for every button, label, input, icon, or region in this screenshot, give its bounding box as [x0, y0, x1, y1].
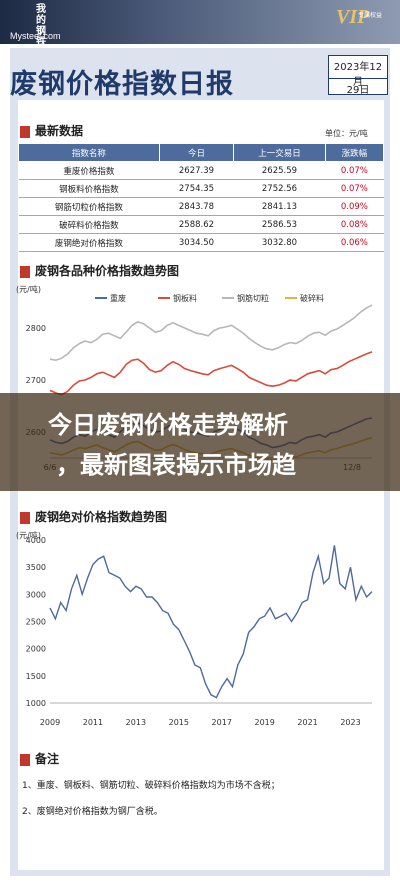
logo-url: Mysteel.com: [10, 31, 61, 41]
latest-unit: 单位：元/吨: [325, 129, 368, 138]
note-item: 2、废钢绝对价格指数为钢厂含税。: [22, 807, 163, 817]
chart1-legend-label: 钢筋切粒: [237, 293, 269, 303]
note-item: 1、重废、钢板料、钢筋切粒、破碎料价格指数均为市场不含税；: [22, 781, 280, 791]
col-header: 今日: [158, 143, 235, 162]
cell-prev: 2841.13: [233, 197, 326, 216]
headline-line-1: 今日废钢价格走势解析: [48, 411, 288, 439]
chart2-x-tick-label: 2017: [212, 718, 232, 727]
cell-name: 钢筋切粒价格指数: [18, 197, 160, 216]
section-marker-icon: [20, 265, 30, 278]
vip-label: VIP: [336, 6, 370, 28]
cell-change: 0.07%: [325, 179, 384, 198]
cell-today: 2588.62: [159, 215, 234, 234]
chart2-section-title: 废钢绝对价格指数趋势图: [20, 508, 167, 525]
cell-change: 0.08%: [325, 215, 384, 234]
chart1-section-title: 废钢各品种价格指数趋势图: [20, 262, 179, 279]
cell-name: 重废价格指数: [18, 161, 160, 180]
chart2-y-tick-label: 1500: [26, 672, 46, 681]
report-title: 废钢价格指数日报: [10, 69, 234, 100]
cell-name: 废钢绝对价格指数: [18, 233, 160, 252]
top-banner: 我的钢铁 Mysteel.com VIP 专属权益: [0, 0, 400, 48]
headline-line-2: ，最新图表揭示市场趋: [56, 451, 296, 479]
date-day: 29日: [329, 78, 387, 96]
table-row: 钢筋切粒价格指数 2843.78 2841.13 0.09%: [18, 197, 384, 216]
col-header: 指数名称: [18, 143, 160, 162]
table-header-row: 指数名称 今日 上一交易日 涨跌幅: [18, 143, 385, 162]
chart2-y-tick-label: 3500: [26, 563, 46, 572]
chart2-y-tick-label: 1000: [26, 699, 46, 708]
cell-change: 0.09%: [325, 197, 384, 216]
headline-overlay: 今日废钢价格走势解析 ，最新图表揭示市场趋: [0, 393, 400, 491]
chart2-x-tick-label: 2019: [254, 718, 274, 727]
table-row: 废钢绝对价格指数 3034.50 3032.80 0.06%: [18, 233, 384, 252]
chart1-series-line: [49, 304, 373, 362]
section-marker-icon: [20, 753, 30, 766]
chart2-x-tick-label: 2023: [340, 718, 360, 727]
section-marker-icon: [20, 125, 30, 138]
section-marker-icon: [20, 511, 30, 524]
cell-prev: 2752.56: [233, 179, 326, 198]
cell-prev: 2586.53: [233, 215, 326, 234]
chart2-x-tick-label: 2013: [126, 718, 146, 727]
chart2-y-tick-label: 3000: [26, 590, 46, 599]
chart2-y-tick-label: 2500: [26, 618, 46, 627]
chart1-series-line: [49, 351, 373, 396]
chart2-y-tick-label: 4000: [26, 536, 46, 545]
notes-section-title: 备注: [20, 750, 59, 767]
chart1-legend-label: 破碎料: [300, 293, 324, 303]
cell-today: 2627.39: [159, 161, 234, 180]
latest-data-table: 指数名称 今日 上一交易日 涨跌幅 重废价格指数 2627.39 2625.59 0.…: [18, 143, 385, 252]
chart2-x-tick-label: 2015: [169, 718, 189, 727]
logo-text: 我的钢铁: [36, 4, 46, 48]
vip-sub: 专属权益: [358, 12, 383, 19]
col-header: 上一交易日: [233, 143, 326, 162]
col-header: 涨跌幅: [324, 143, 385, 162]
chart1-legend-label: 重废: [110, 293, 126, 303]
chart1-legend-label: 钢板料: [173, 293, 197, 303]
chart2-x-tick-label: 2021: [297, 718, 317, 727]
latest-section-title: 最新数据: [20, 122, 83, 139]
chart1-y-tick-label: 2700: [26, 376, 46, 385]
cell-change: 0.06%: [325, 233, 384, 252]
chart2-x-tick-label: 2011: [83, 718, 103, 727]
cell-today: 2843.78: [159, 197, 234, 216]
chart2-y-tick-label: 2000: [26, 645, 46, 654]
cell-prev: 3032.80: [233, 233, 326, 252]
cell-change: 0.07%: [325, 161, 384, 180]
cell-name: 钢板料价格指数: [18, 179, 160, 198]
chart1-y-tick-label: 2800: [26, 324, 46, 333]
chart2-y-unit: (元/吨): [16, 530, 41, 540]
table-row: 钢板料价格指数 2754.35 2752.56 0.07%: [18, 179, 384, 198]
mysteel-logo: 我的钢铁 Mysteel.com: [10, 4, 72, 48]
table-row: 破碎料价格指数 2588.62 2586.53 0.08%: [18, 215, 384, 234]
absolute-price-chart: (元/吨) 1000 1500 2000 2500 3000 3500 4000 2009 201…: [16, 530, 373, 727]
chart1-y-unit: (元/吨): [16, 284, 41, 294]
cell-today: 3034.50: [159, 233, 234, 252]
table-row: 重废价格指数 2627.39 2625.59 0.07%: [18, 161, 384, 180]
cell-prev: 2625.59: [233, 161, 326, 180]
chart2-series-line: [49, 545, 373, 699]
date-month: 2023年12月: [333, 62, 383, 88]
chart2-x-tick-label: 2009: [40, 718, 60, 727]
cell-today: 2754.35: [159, 179, 234, 198]
vip-badge: VIP 专属权益: [336, 6, 388, 32]
date-box: 2023年12月 29日: [328, 55, 388, 96]
cell-name: 破碎料价格指数: [18, 215, 160, 234]
